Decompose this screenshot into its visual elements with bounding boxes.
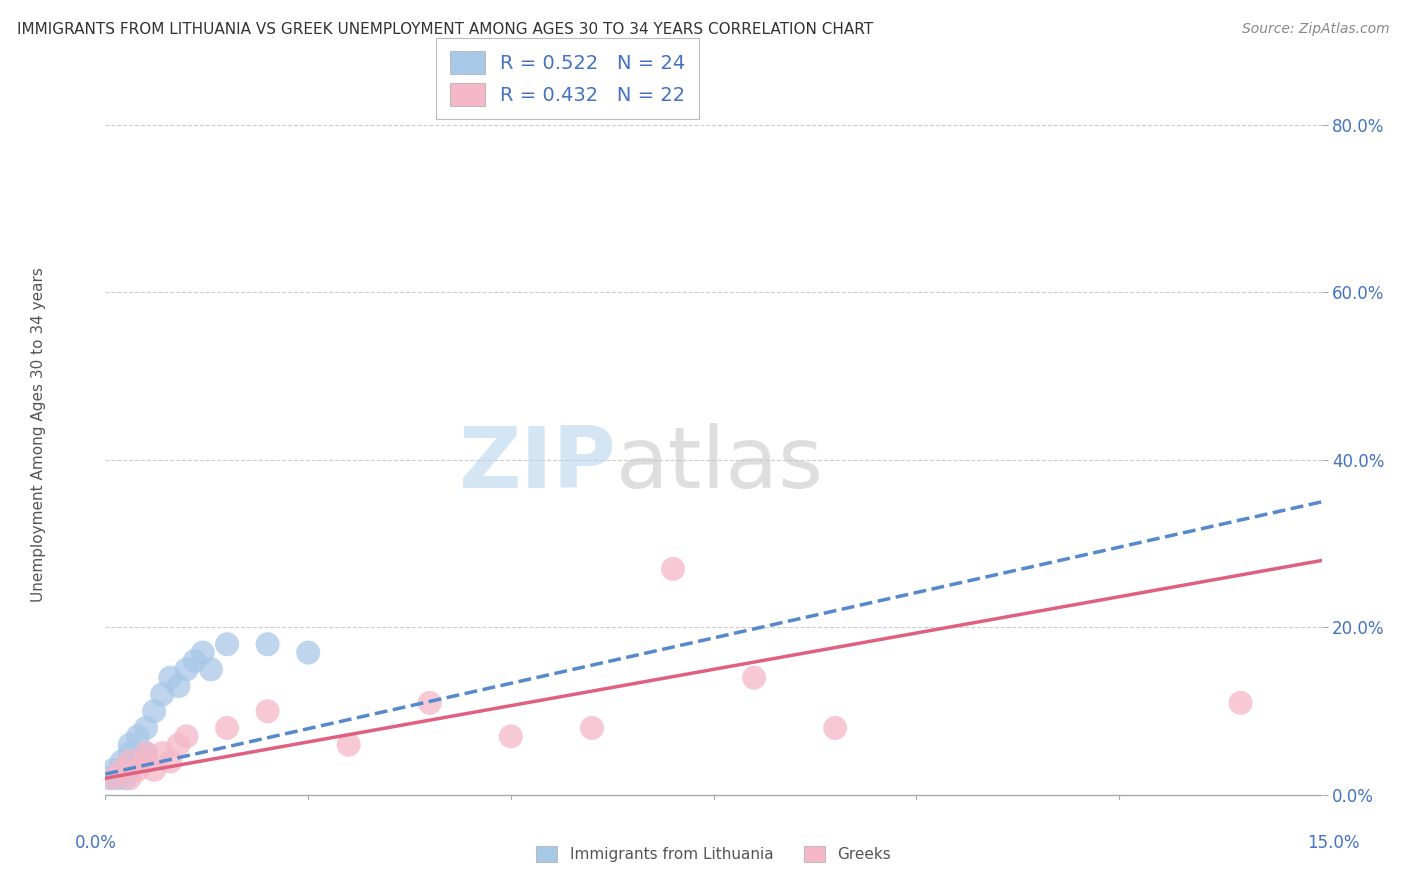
Text: ZIP: ZIP bbox=[458, 424, 616, 507]
Point bbox=[135, 746, 157, 760]
Point bbox=[217, 721, 239, 735]
Point bbox=[103, 771, 125, 785]
Point bbox=[662, 562, 685, 576]
Text: Source: ZipAtlas.com: Source: ZipAtlas.com bbox=[1241, 22, 1389, 37]
Point bbox=[98, 771, 121, 785]
Point bbox=[114, 771, 136, 785]
Text: atlas: atlas bbox=[616, 424, 824, 507]
Point bbox=[337, 738, 360, 752]
Point bbox=[118, 771, 141, 785]
Point bbox=[159, 755, 181, 769]
Point bbox=[118, 755, 141, 769]
Point bbox=[1229, 696, 1251, 710]
Text: 0.0%: 0.0% bbox=[75, 834, 117, 852]
Point bbox=[183, 654, 205, 668]
Point bbox=[150, 746, 173, 760]
Point bbox=[167, 679, 190, 693]
Point bbox=[107, 771, 129, 785]
Text: 15.0%: 15.0% bbox=[1306, 834, 1360, 852]
Point bbox=[150, 688, 173, 702]
Point bbox=[297, 646, 319, 660]
Point bbox=[176, 662, 198, 676]
Point bbox=[127, 755, 149, 769]
Point bbox=[135, 746, 157, 760]
Point bbox=[742, 671, 765, 685]
Legend: Immigrants from Lithuania, Greeks: Immigrants from Lithuania, Greeks bbox=[530, 840, 897, 868]
Point bbox=[111, 755, 134, 769]
Point bbox=[824, 721, 846, 735]
Point bbox=[135, 721, 157, 735]
Point bbox=[176, 730, 198, 744]
Point bbox=[419, 696, 441, 710]
Point bbox=[256, 637, 278, 651]
Point bbox=[118, 763, 141, 777]
Text: Unemployment Among Ages 30 to 34 years: Unemployment Among Ages 30 to 34 years bbox=[31, 268, 46, 602]
Point bbox=[143, 763, 166, 777]
Point bbox=[200, 662, 222, 676]
Point bbox=[499, 730, 522, 744]
Point bbox=[143, 704, 166, 718]
Text: IMMIGRANTS FROM LITHUANIA VS GREEK UNEMPLOYMENT AMONG AGES 30 TO 34 YEARS CORREL: IMMIGRANTS FROM LITHUANIA VS GREEK UNEMP… bbox=[17, 22, 873, 37]
Point bbox=[103, 763, 125, 777]
Point bbox=[217, 637, 239, 651]
Point bbox=[581, 721, 603, 735]
Point bbox=[127, 763, 149, 777]
Point bbox=[127, 730, 149, 744]
Point bbox=[135, 755, 157, 769]
Point bbox=[191, 646, 214, 660]
Point bbox=[111, 763, 134, 777]
Point bbox=[118, 746, 141, 760]
Point bbox=[111, 763, 134, 777]
Point bbox=[167, 738, 190, 752]
Point bbox=[118, 738, 141, 752]
Point bbox=[256, 704, 278, 718]
Point bbox=[159, 671, 181, 685]
